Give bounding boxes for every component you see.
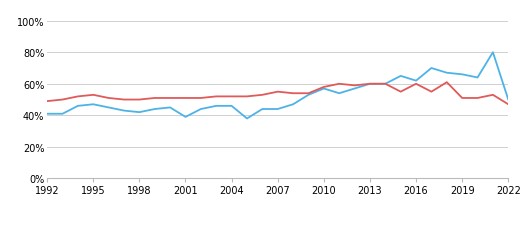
J.d. Meisler Middle School: [398, 75, 404, 78]
(LA) State Average: [382, 83, 388, 86]
(LA) State Average: [490, 94, 496, 97]
(LA) State Average: [413, 83, 419, 86]
(LA) State Average: [444, 82, 450, 84]
J.d. Meisler Middle School: [198, 108, 204, 111]
(LA) State Average: [474, 97, 481, 100]
(LA) State Average: [259, 94, 266, 97]
J.d. Meisler Middle School: [228, 105, 235, 108]
(LA) State Average: [121, 99, 127, 101]
Line: J.d. Meisler Middle School: J.d. Meisler Middle School: [47, 53, 508, 119]
J.d. Meisler Middle School: [490, 52, 496, 54]
(LA) State Average: [367, 83, 373, 86]
J.d. Meisler Middle School: [382, 83, 388, 86]
J.d. Meisler Middle School: [505, 99, 511, 101]
J.d. Meisler Middle School: [321, 88, 327, 90]
J.d. Meisler Middle School: [121, 110, 127, 112]
J.d. Meisler Middle School: [428, 67, 434, 70]
J.d. Meisler Middle School: [305, 94, 312, 97]
J.d. Meisler Middle School: [167, 106, 173, 109]
Legend: J.d. Meisler Middle School, (LA) State Average: J.d. Meisler Middle School, (LA) State A…: [123, 225, 433, 229]
(LA) State Average: [228, 95, 235, 98]
(LA) State Average: [59, 99, 66, 101]
J.d. Meisler Middle School: [44, 113, 50, 116]
J.d. Meisler Middle School: [151, 108, 158, 111]
(LA) State Average: [275, 91, 281, 94]
(LA) State Average: [321, 86, 327, 89]
J.d. Meisler Middle School: [59, 113, 66, 116]
(LA) State Average: [290, 93, 296, 95]
(LA) State Average: [428, 91, 434, 94]
J.d. Meisler Middle School: [352, 88, 358, 90]
J.d. Meisler Middle School: [459, 74, 465, 76]
(LA) State Average: [90, 94, 96, 97]
(LA) State Average: [305, 93, 312, 95]
J.d. Meisler Middle School: [182, 116, 189, 119]
J.d. Meisler Middle School: [444, 72, 450, 75]
J.d. Meisler Middle School: [275, 108, 281, 111]
(LA) State Average: [167, 97, 173, 100]
J.d. Meisler Middle School: [244, 117, 250, 120]
J.d. Meisler Middle School: [336, 93, 342, 95]
(LA) State Average: [505, 104, 511, 106]
J.d. Meisler Middle School: [290, 104, 296, 106]
(LA) State Average: [352, 85, 358, 87]
J.d. Meisler Middle School: [213, 105, 220, 108]
J.d. Meisler Middle School: [367, 83, 373, 86]
(LA) State Average: [105, 97, 112, 100]
(LA) State Average: [75, 95, 81, 98]
(LA) State Average: [213, 95, 220, 98]
(LA) State Average: [336, 83, 342, 86]
J.d. Meisler Middle School: [105, 106, 112, 109]
J.d. Meisler Middle School: [413, 80, 419, 83]
(LA) State Average: [151, 97, 158, 100]
(LA) State Average: [398, 91, 404, 94]
(LA) State Average: [198, 97, 204, 100]
Line: (LA) State Average: (LA) State Average: [47, 83, 508, 105]
(LA) State Average: [44, 100, 50, 103]
J.d. Meisler Middle School: [75, 105, 81, 108]
(LA) State Average: [244, 95, 250, 98]
(LA) State Average: [459, 97, 465, 100]
J.d. Meisler Middle School: [474, 77, 481, 79]
J.d. Meisler Middle School: [90, 104, 96, 106]
J.d. Meisler Middle School: [259, 108, 266, 111]
(LA) State Average: [182, 97, 189, 100]
(LA) State Average: [136, 99, 143, 101]
J.d. Meisler Middle School: [136, 111, 143, 114]
